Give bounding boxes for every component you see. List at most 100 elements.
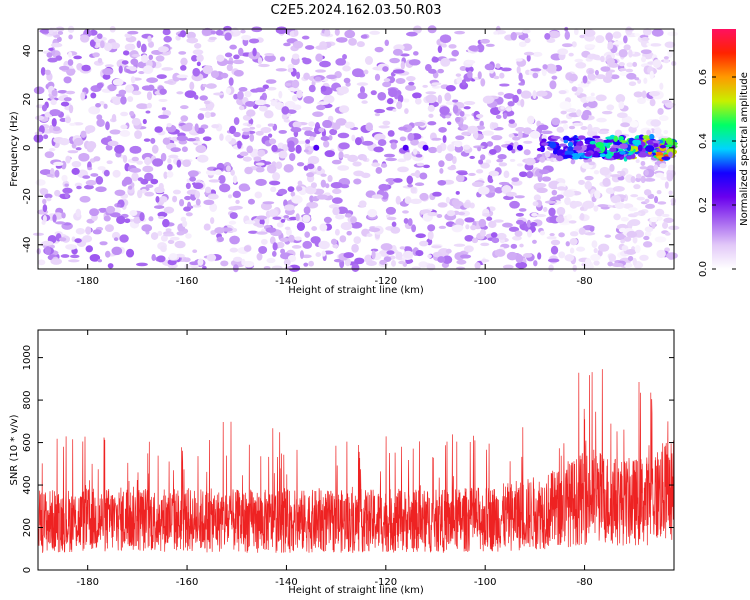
heatmap-blob bbox=[96, 118, 105, 127]
heatmap-blob bbox=[288, 264, 301, 272]
heatmap-blob bbox=[75, 227, 85, 235]
heatmap-blob bbox=[155, 196, 160, 203]
heatmap-blob bbox=[265, 227, 277, 233]
heatmap-blob bbox=[532, 72, 539, 79]
heatmap-blob bbox=[127, 30, 139, 35]
heatmap-blob bbox=[533, 194, 541, 202]
heatmap-band-blob bbox=[661, 156, 671, 160]
colorbar-tick-label: 0.2 bbox=[698, 197, 709, 213]
heatmap-blob bbox=[477, 71, 482, 80]
heatmap-blob bbox=[469, 155, 475, 159]
heatmap-blob bbox=[89, 253, 101, 262]
heatmap-blob bbox=[413, 121, 426, 127]
heatmap-blob bbox=[175, 253, 185, 258]
heatmap-blob bbox=[385, 157, 397, 162]
heatmap-blob bbox=[392, 48, 403, 56]
heatmap-band-blob bbox=[630, 153, 636, 159]
heatmap-blob bbox=[289, 152, 296, 162]
heatmap-blob bbox=[90, 92, 97, 99]
heatmap-band-blob bbox=[552, 149, 558, 155]
heatmap-blob bbox=[656, 189, 662, 195]
heatmap-blob bbox=[541, 67, 547, 77]
heatmap-blob bbox=[437, 202, 448, 208]
heatmap-blob bbox=[75, 147, 82, 151]
heatmap-blob bbox=[153, 205, 165, 209]
heatmap-blob bbox=[649, 70, 654, 80]
heatmap-blob bbox=[654, 236, 667, 243]
heatmap-blob bbox=[315, 53, 323, 62]
heatmap-blob bbox=[668, 190, 673, 195]
heatmap-blob bbox=[157, 211, 168, 218]
heatmap-blob bbox=[327, 175, 333, 183]
heatmap-blob bbox=[438, 225, 447, 229]
heatmap-blob bbox=[388, 179, 394, 186]
heatmap-blob bbox=[317, 165, 322, 171]
heatmap-blob bbox=[353, 236, 362, 244]
heatmap-blob bbox=[320, 179, 327, 188]
heatmap-blob bbox=[453, 243, 466, 247]
heatmap-blob bbox=[320, 136, 330, 141]
heatmap-blob bbox=[511, 148, 516, 154]
heatmap-blob bbox=[480, 259, 490, 263]
heatmap-blob bbox=[353, 170, 365, 177]
heatmap-blob bbox=[585, 96, 596, 102]
heatmap-blob bbox=[366, 233, 373, 237]
heatmap-blob bbox=[571, 86, 578, 92]
heatmap-blob bbox=[368, 227, 381, 233]
heatmap-blob bbox=[176, 135, 188, 142]
heatmap-blob bbox=[95, 175, 104, 185]
heatmap-band-blob bbox=[648, 133, 655, 140]
heatmap-blob bbox=[253, 156, 262, 162]
heatmap-blob bbox=[270, 101, 278, 107]
heatmap-blob bbox=[249, 126, 256, 130]
heatmap-blob bbox=[242, 131, 251, 136]
heatmap-blob bbox=[95, 103, 102, 108]
heatmap-blob bbox=[79, 195, 91, 203]
heatmap-blob bbox=[643, 77, 648, 84]
heatmap-blob bbox=[510, 243, 518, 249]
heatmap-blob bbox=[170, 236, 180, 241]
heatmap-blob bbox=[276, 222, 284, 228]
heatmap-blob bbox=[172, 189, 181, 195]
heatmap-blob bbox=[89, 208, 100, 217]
heatmap-blob bbox=[614, 202, 625, 209]
heatmap-blob bbox=[381, 191, 389, 200]
heatmap-blob bbox=[619, 67, 627, 72]
heatmap-blob bbox=[107, 263, 114, 269]
heatmap-blob bbox=[53, 161, 64, 167]
heatmap-blob bbox=[299, 250, 304, 259]
heatmap-blob bbox=[660, 176, 668, 181]
heatmap-blob bbox=[367, 209, 378, 218]
heatmap-blob bbox=[591, 127, 601, 132]
heatmap-blob bbox=[107, 84, 117, 92]
heatmap-blob bbox=[636, 196, 646, 201]
heatmap-blob bbox=[502, 222, 513, 228]
heatmap-blob bbox=[291, 245, 302, 249]
heatmap-blob bbox=[163, 171, 168, 179]
heatmap-blob bbox=[231, 227, 238, 233]
heatmap-blob bbox=[397, 158, 407, 163]
heatmap-blob bbox=[141, 224, 153, 232]
heatmap-blob bbox=[437, 68, 445, 74]
heatmap-blob bbox=[590, 92, 595, 97]
heatmap-blob bbox=[309, 136, 315, 141]
heatmap-blob bbox=[303, 149, 309, 153]
heatmap-blob bbox=[161, 51, 170, 56]
heatmap-blob bbox=[463, 245, 474, 253]
heatmap-blob bbox=[529, 130, 541, 139]
heatmap-band-blob bbox=[633, 139, 642, 146]
heatmap-blob bbox=[437, 179, 447, 186]
heatmap-blob bbox=[44, 151, 55, 159]
heatmap-blob bbox=[437, 94, 443, 104]
heatmap-blob bbox=[530, 68, 542, 72]
heatmap-blob bbox=[116, 215, 126, 225]
heatmap-blob bbox=[606, 58, 616, 65]
heatmap-blob bbox=[623, 236, 632, 242]
heatmap-blob bbox=[338, 105, 350, 113]
heatmap-blob bbox=[303, 95, 315, 104]
heatmap-blob bbox=[210, 30, 217, 35]
heatmap-blob bbox=[659, 82, 664, 90]
heatmap-blob bbox=[145, 184, 154, 189]
heatmap-blob bbox=[639, 254, 649, 261]
heatmap-blob bbox=[594, 190, 601, 199]
